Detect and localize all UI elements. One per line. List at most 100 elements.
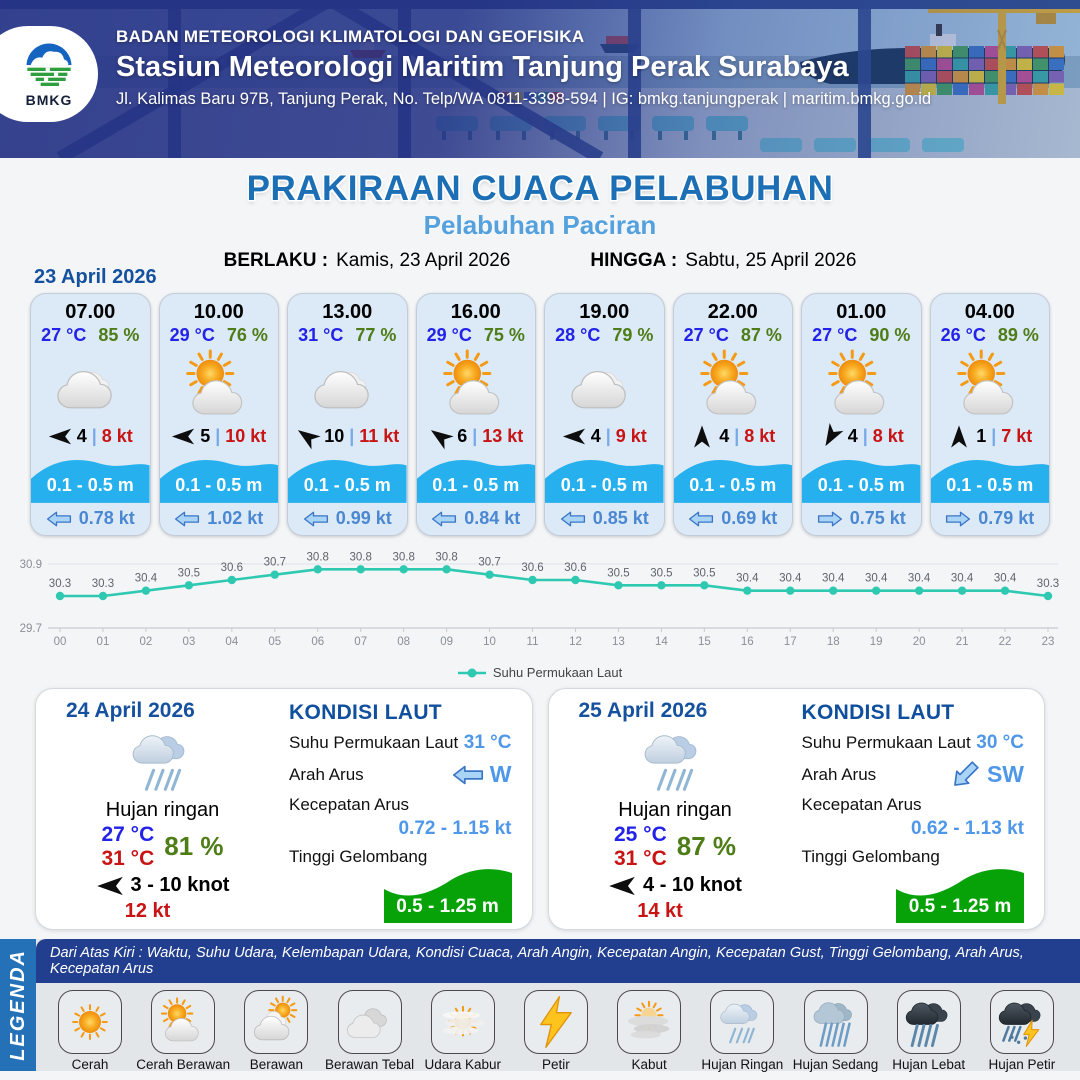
forecast-time: 13.00 (322, 301, 373, 323)
legend-item: Cerah (44, 990, 136, 1072)
humidity: 87 % (740, 325, 782, 345)
wave-shape (802, 459, 921, 503)
current-row: 0.85 kt (545, 503, 664, 535)
humidity: 81 % (164, 831, 224, 862)
air-temperature: 29 °C (169, 325, 215, 345)
separator: | (215, 426, 221, 446)
legend-tile (617, 990, 682, 1054)
wind-row: 4 | 9 kt (545, 426, 664, 447)
wind-speed: 6 (457, 426, 468, 446)
weather-icon-hujan-lebat (905, 1002, 948, 1048)
legend-tile (896, 990, 961, 1054)
legend-tile (710, 990, 775, 1054)
svg-text:30.5: 30.5 (650, 567, 672, 579)
bmkg-logo: BMKG (0, 26, 98, 122)
legend-tile (337, 990, 402, 1054)
gust-speed: 13 kt (482, 426, 524, 446)
current-speed-value: 0.72 - 1.15 kt (398, 818, 512, 839)
gust-speed: 12 kt (124, 900, 171, 922)
wave-height-band: 0.1 - 0.5 m (416, 452, 535, 503)
legend-item: Hujan Lebat (883, 990, 975, 1072)
air-temperature: 27 °C (41, 325, 87, 345)
forecast-card: 16.00 29 °C 75 % 6 | 13 kt 0.1 - 0.5 m 0… (415, 293, 536, 536)
legend-tile (989, 990, 1054, 1054)
weather-icon-wrap (288, 346, 407, 426)
weather-icon-wrap (31, 346, 150, 426)
sst-line-chart: 30.9 29.7 00 30.3 01 30.3 02 30.4 03 30.… (20, 551, 1060, 648)
bmkg-globe-icon (26, 43, 72, 86)
temperature-group: 27 °C 31 °C 81 % (101, 823, 223, 871)
svg-text:30.8: 30.8 (392, 551, 414, 563)
svg-text:06: 06 (311, 636, 324, 648)
weather-icon-hujan-ringan (644, 735, 697, 791)
sst-value: 30 °C (976, 732, 1024, 753)
wave-shape (159, 459, 278, 503)
air-temperature: 31 °C (298, 325, 344, 345)
current-speed: 0.99 kt (335, 508, 392, 529)
green-wave-shape (383, 869, 512, 923)
wave-height-label: Tinggi Gelombang (801, 847, 940, 866)
svg-text:30.3: 30.3 (49, 578, 71, 590)
legend-item: Hujan Sedang (790, 990, 882, 1072)
svg-text:14: 14 (655, 636, 668, 648)
wave-height-label: Tinggi Gelombang (289, 847, 428, 866)
chart-legend: Suhu Permukaan Laut (14, 665, 1066, 680)
valid-to-value: Sabtu, 25 April 2026 (685, 250, 857, 271)
weather-condition: Hujan ringan (105, 798, 220, 821)
legend-item: Petir (510, 990, 602, 1072)
page-title: PRAKIRAAN CUACA PELABUHAN (246, 169, 834, 208)
legend-tile (151, 990, 216, 1054)
wave-height-band: 0.1 - 0.5 m (545, 452, 664, 503)
svg-text:30.4: 30.4 (951, 573, 974, 585)
legend-label: Cerah (71, 1057, 109, 1072)
legend-tile (523, 990, 588, 1054)
wind-direction-icon (431, 430, 454, 450)
legend-item: Hujan Petir (976, 990, 1068, 1072)
svg-text:30.7: 30.7 (478, 557, 500, 569)
legend-tile (58, 990, 122, 1054)
agency-name: BADAN METEOROLOGI KLIMATOLOGI DAN GEOFIS… (116, 27, 585, 46)
current-direction-icon (817, 511, 842, 527)
svg-text:17: 17 (784, 636, 797, 648)
wind-direction-icon (48, 428, 71, 445)
svg-text:30.8: 30.8 (307, 551, 329, 563)
legend-items: Cerah Cerah Berawan Berawan Berawan Teba… (36, 983, 1080, 1072)
svg-text:11: 11 (527, 636, 539, 648)
forecast-time: 10.00 (193, 301, 244, 323)
wave-shape (545, 459, 664, 503)
gust-speed: 9 kt (615, 426, 647, 446)
wave-height-value: 0.1 - 0.5 m (175, 474, 263, 495)
valid-from-label: BERLAKU : (223, 250, 329, 271)
wave-height-band: 0.1 - 0.5 m (31, 452, 150, 503)
forecast-card: 19.00 28 °C 79 % 4 | 9 kt 0.1 - 0.5 m 0.… (544, 293, 665, 536)
wind-range: 3 - 10 knot (130, 874, 230, 896)
gust-speed: 11 kt (359, 426, 400, 446)
station-name: Stasiun Meteorologi Maritim Tanjung Pera… (116, 51, 849, 83)
temp-max: 31 °C (101, 846, 155, 870)
svg-text:30.4: 30.4 (865, 573, 888, 585)
current-direction-icon (946, 511, 971, 527)
wave-height-value: 0.1 - 0.5 m (689, 474, 777, 495)
forecast-time: 04.00 (964, 301, 1015, 323)
current-speed: 0.85 kt (592, 508, 649, 529)
wave-height-value: 0.5 - 1.25 m (908, 896, 1012, 917)
legend-label: Hujan Petir (988, 1057, 1056, 1072)
air-temperature: 26 °C (940, 325, 986, 345)
wind-direction-icon (298, 430, 321, 450)
weather-icon-kabut (628, 1000, 670, 1039)
hourly-forecast-section: 23 April 2026 07.00 27 °C 85 % 4 | 8 kt … (0, 266, 1080, 536)
wind-row: 10 | 11 kt (288, 426, 407, 450)
title-block: PRAKIRAAN CUACA PELABUHAN Pelabuhan Paci… (0, 158, 1080, 271)
legend-label: Berawan (249, 1057, 304, 1072)
weather-icon-wrap (674, 346, 793, 426)
forecast-time: 19.00 (579, 301, 630, 323)
wind-row: 3 - 10 knot (96, 874, 230, 897)
wave-height-band: 0.1 - 0.5 m (930, 452, 1049, 503)
current-speed: 0.79 kt (978, 508, 1035, 529)
wave-shape (416, 459, 535, 503)
wind-row: 1 | 7 kt (931, 425, 1050, 448)
current-direction-icon (560, 511, 585, 527)
humidity: 85 % (98, 325, 140, 345)
current-direction-icon (689, 511, 714, 527)
wind-direction-icon (562, 428, 585, 445)
